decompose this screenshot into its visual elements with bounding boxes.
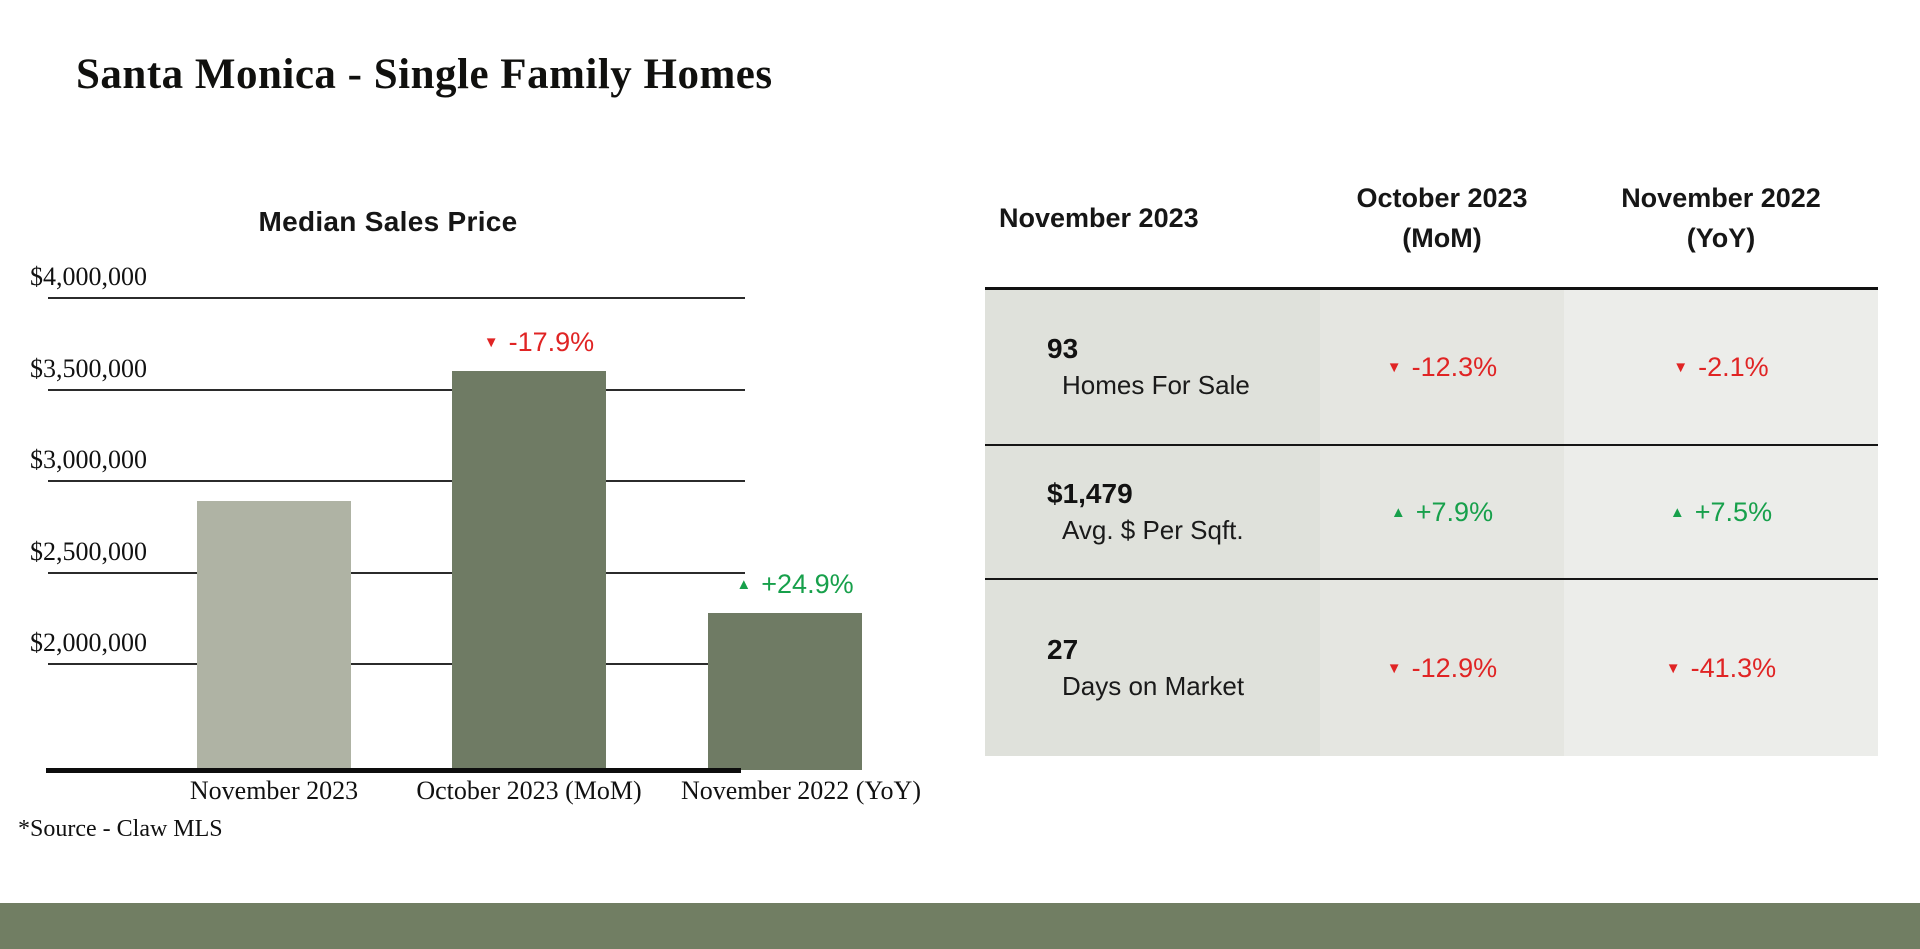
header-text: November 2022 — [1621, 183, 1821, 214]
down-triangle-icon: ▼ — [1386, 659, 1402, 677]
bar-november-2022-yoy — [708, 613, 862, 770]
y-tick-label: $3,000,000 — [30, 445, 147, 474]
gridline — [48, 389, 745, 391]
x-tick-october-2023-mom: October 2023 (MoM) — [416, 776, 642, 805]
y-tick-label: $2,500,000 — [30, 537, 147, 566]
bar-change-label-yoy: ▲ +24.9% — [645, 567, 945, 601]
bar-change-label-mom: ▼ -17.9% — [389, 325, 689, 359]
gridline — [48, 572, 745, 574]
change-value: -12.3% — [1411, 351, 1498, 382]
metric-avg-price-per-sqft: $1,479 Avg. $ Per Sqft. — [985, 446, 1320, 580]
change-value: -12.9% — [1411, 652, 1498, 683]
chart-x-axis-line — [46, 768, 741, 773]
down-triangle-icon: ▼ — [483, 333, 499, 351]
homes-for-sale-mom-change: ▼ -12.3% — [1320, 290, 1564, 446]
avg-price-per-sqft-mom-change: ▲ +7.9% — [1320, 446, 1564, 580]
down-triangle-icon: ▼ — [1665, 659, 1681, 677]
change-value: +7.5% — [1694, 496, 1773, 527]
change-value: +7.9% — [1415, 496, 1494, 527]
days-on-market-mom-change: ▼ -12.9% — [1320, 580, 1564, 756]
metric-value: 93 — [1047, 333, 1079, 364]
metric-label: Avg. $ Per Sqft. — [1062, 515, 1244, 545]
up-triangle-icon: ▲ — [1390, 503, 1406, 521]
source-note: *Source - Claw MLS — [18, 816, 223, 842]
change-value: +24.9% — [761, 568, 854, 599]
metric-days-on-market: 27 Days on Market — [985, 580, 1320, 756]
avg-price-per-sqft-yoy-change: ▲ +7.5% — [1564, 446, 1878, 580]
header-november-2022-yoy: November 2022 (YoY) — [1564, 150, 1878, 287]
gridline — [48, 297, 745, 299]
header-text: (MoM) — [1402, 222, 1482, 253]
stats-table-header: November 2023 October 2023 (MoM) Novembe… — [985, 150, 1878, 290]
chart-title: Median Sales Price — [258, 206, 518, 237]
gridline — [48, 663, 745, 665]
footer-accent-bar — [0, 903, 1920, 949]
stats-table: November 2023 October 2023 (MoM) Novembe… — [985, 150, 1878, 756]
header-november-2023: November 2023 — [985, 150, 1320, 287]
x-tick-november-2022-yoy: November 2022 (YoY) — [680, 776, 921, 805]
up-triangle-icon: ▲ — [736, 575, 752, 593]
up-triangle-icon: ▲ — [1669, 503, 1685, 521]
bar-october-2023-mom — [452, 371, 606, 770]
metric-label: Homes For Sale — [1062, 370, 1250, 400]
page-title: Santa Monica - Single Family Homes — [76, 51, 773, 98]
y-tick-label: $4,000,000 — [30, 262, 147, 291]
change-value: -17.9% — [508, 326, 595, 357]
change-value: -41.3% — [1690, 652, 1777, 683]
header-october-2023-mom: October 2023 (MoM) — [1320, 150, 1564, 287]
y-tick-label: $2,000,000 — [30, 628, 147, 657]
y-tick-label: $3,500,000 — [30, 354, 147, 383]
stats-table-body: 93 Homes For Sale ▼ -12.3% ▼ -2.1% $1,47… — [985, 290, 1878, 756]
homes-for-sale-yoy-change: ▼ -2.1% — [1564, 290, 1878, 446]
metric-value: 27 — [1047, 634, 1079, 665]
change-value: -2.1% — [1698, 351, 1769, 382]
down-triangle-icon: ▼ — [1386, 358, 1402, 376]
bar-november-2023 — [197, 501, 351, 770]
metric-label: Days on Market — [1062, 671, 1245, 701]
header-text: November 2023 — [999, 202, 1199, 233]
x-tick-november-2023: November 2023 — [189, 776, 359, 805]
header-text: (YoY) — [1686, 222, 1756, 253]
days-on-market-yoy-change: ▼ -41.3% — [1564, 580, 1878, 756]
down-triangle-icon: ▼ — [1673, 358, 1689, 376]
metric-homes-for-sale: 93 Homes For Sale — [985, 290, 1320, 446]
header-text: October 2023 — [1356, 183, 1528, 214]
metric-value: $1,479 — [1047, 478, 1133, 509]
gridline — [48, 480, 745, 482]
